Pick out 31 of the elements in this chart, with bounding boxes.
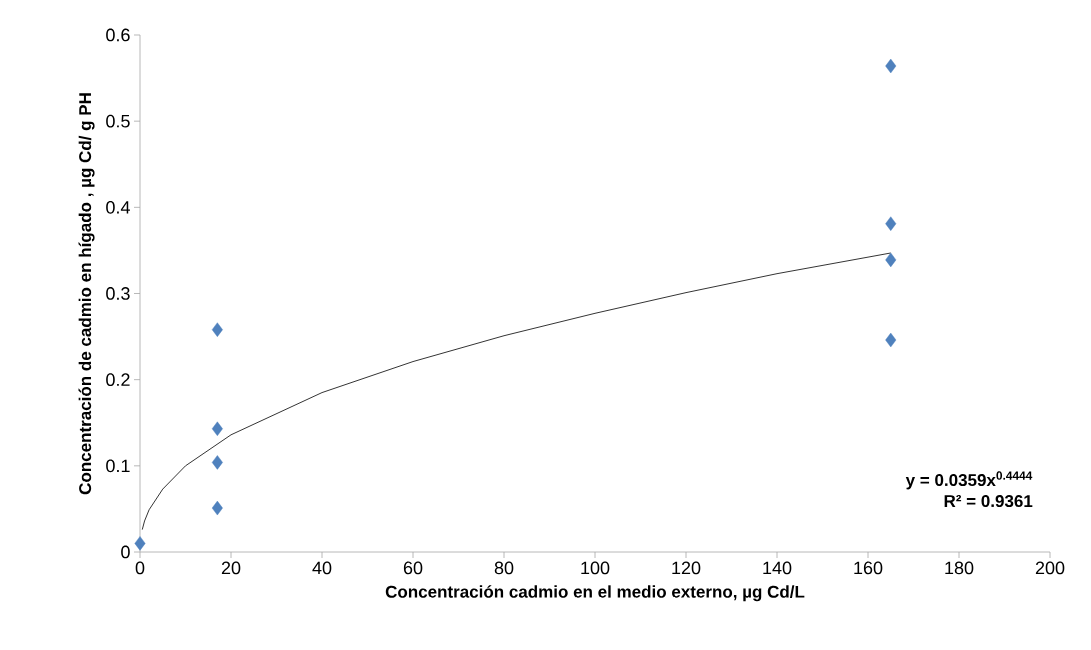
x-tick-label: 180 bbox=[945, 561, 974, 575]
annotation: R² = 0.9361 bbox=[944, 495, 1033, 508]
x-tick-label: 20 bbox=[221, 561, 241, 575]
point bbox=[211, 500, 223, 516]
x-tick-label: 0 bbox=[135, 561, 145, 575]
x-axis-title: Concentración cadmio en el medio externo, µg Cd/L bbox=[385, 585, 805, 602]
x-tick-label: 120 bbox=[672, 561, 701, 575]
point bbox=[885, 252, 897, 268]
point bbox=[885, 58, 897, 74]
y-axis-title: Concentración de cadmio en hígado , µg Cd/ g PH bbox=[78, 93, 95, 495]
annotation: y = 0.0359x$^{0.4444}$ bbox=[905, 471, 1033, 490]
x-tick-label: 100 bbox=[581, 561, 610, 575]
y-tick-label: 0 bbox=[121, 545, 130, 559]
y-tick-label: 0.3 bbox=[106, 287, 130, 300]
y-tick-label: 0.4 bbox=[106, 200, 130, 214]
x-tick-label: 140 bbox=[763, 561, 792, 575]
y-tick-label: 0.1 bbox=[106, 459, 130, 473]
point bbox=[211, 322, 223, 337]
x-tick-label: 40 bbox=[312, 561, 332, 575]
point bbox=[885, 332, 897, 348]
point bbox=[134, 536, 146, 551]
x-tick-label: 200 bbox=[1035, 561, 1065, 575]
x-tick-label: 80 bbox=[494, 561, 514, 575]
x-tick-label: 160 bbox=[854, 561, 883, 575]
x-tick-label: 60 bbox=[403, 561, 423, 575]
point bbox=[885, 216, 897, 231]
point bbox=[211, 421, 223, 436]
y-tick-label: 0.5 bbox=[106, 114, 130, 128]
y-tick-label: 0.2 bbox=[106, 373, 130, 387]
point bbox=[211, 455, 223, 470]
y-tick-label: 0.6 bbox=[106, 28, 130, 42]
